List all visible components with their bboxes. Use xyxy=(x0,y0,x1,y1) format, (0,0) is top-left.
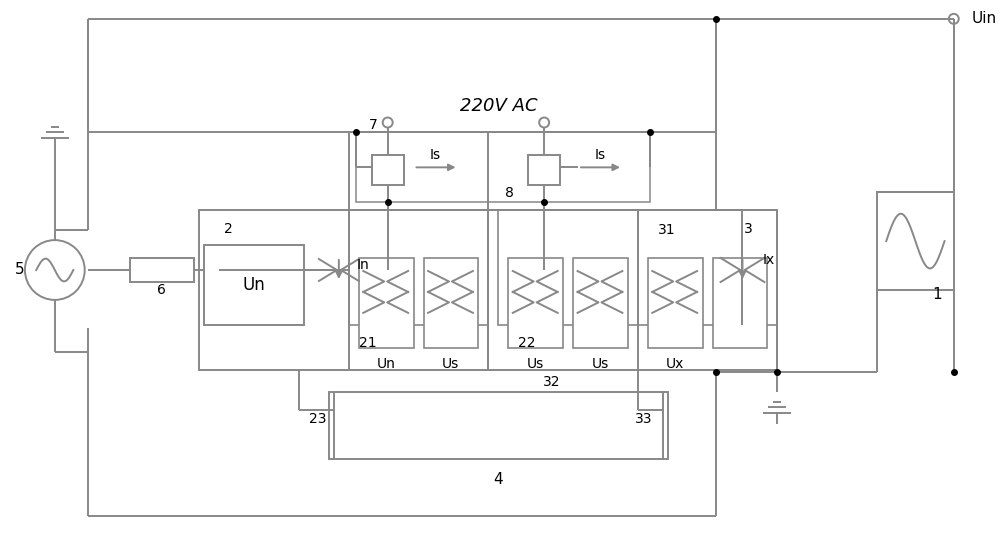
Text: Ux: Ux xyxy=(666,357,684,370)
Text: 2: 2 xyxy=(224,222,233,236)
Text: Ix: Ix xyxy=(762,253,775,267)
Bar xyxy=(877,192,954,290)
Text: Us: Us xyxy=(442,357,459,370)
Bar xyxy=(638,210,777,325)
Bar xyxy=(356,132,650,202)
Bar xyxy=(199,210,488,370)
Text: Us: Us xyxy=(527,357,544,370)
Text: Un: Un xyxy=(376,357,395,370)
Bar xyxy=(573,258,628,348)
Bar xyxy=(713,258,767,348)
Text: In: In xyxy=(357,258,370,272)
Bar xyxy=(424,258,478,348)
Bar xyxy=(488,210,777,370)
Bar xyxy=(498,210,638,325)
Bar xyxy=(204,245,304,325)
Text: 23: 23 xyxy=(309,413,326,427)
Bar xyxy=(359,258,414,348)
Text: 22: 22 xyxy=(518,336,536,350)
Text: 3: 3 xyxy=(744,222,752,236)
Text: 31: 31 xyxy=(658,223,675,237)
Text: Us: Us xyxy=(591,357,609,370)
Text: Uin: Uin xyxy=(972,11,997,26)
Text: 7: 7 xyxy=(369,118,378,132)
Text: 33: 33 xyxy=(635,413,653,427)
Bar xyxy=(349,210,488,325)
Text: 8: 8 xyxy=(505,186,514,200)
Bar xyxy=(372,156,404,185)
Bar xyxy=(508,258,563,348)
Text: 32: 32 xyxy=(543,375,561,389)
Bar xyxy=(329,392,668,460)
Bar xyxy=(528,156,560,185)
Text: 21: 21 xyxy=(359,336,376,350)
Text: 220V AC: 220V AC xyxy=(460,97,537,114)
Text: Un: Un xyxy=(243,276,266,294)
Bar xyxy=(130,258,194,282)
Text: 5: 5 xyxy=(15,262,25,278)
Bar xyxy=(648,258,703,348)
Text: 4: 4 xyxy=(494,472,503,487)
Text: Is: Is xyxy=(430,148,441,163)
Text: 1: 1 xyxy=(932,287,942,302)
Text: Is: Is xyxy=(594,148,606,163)
Text: 6: 6 xyxy=(157,283,166,297)
